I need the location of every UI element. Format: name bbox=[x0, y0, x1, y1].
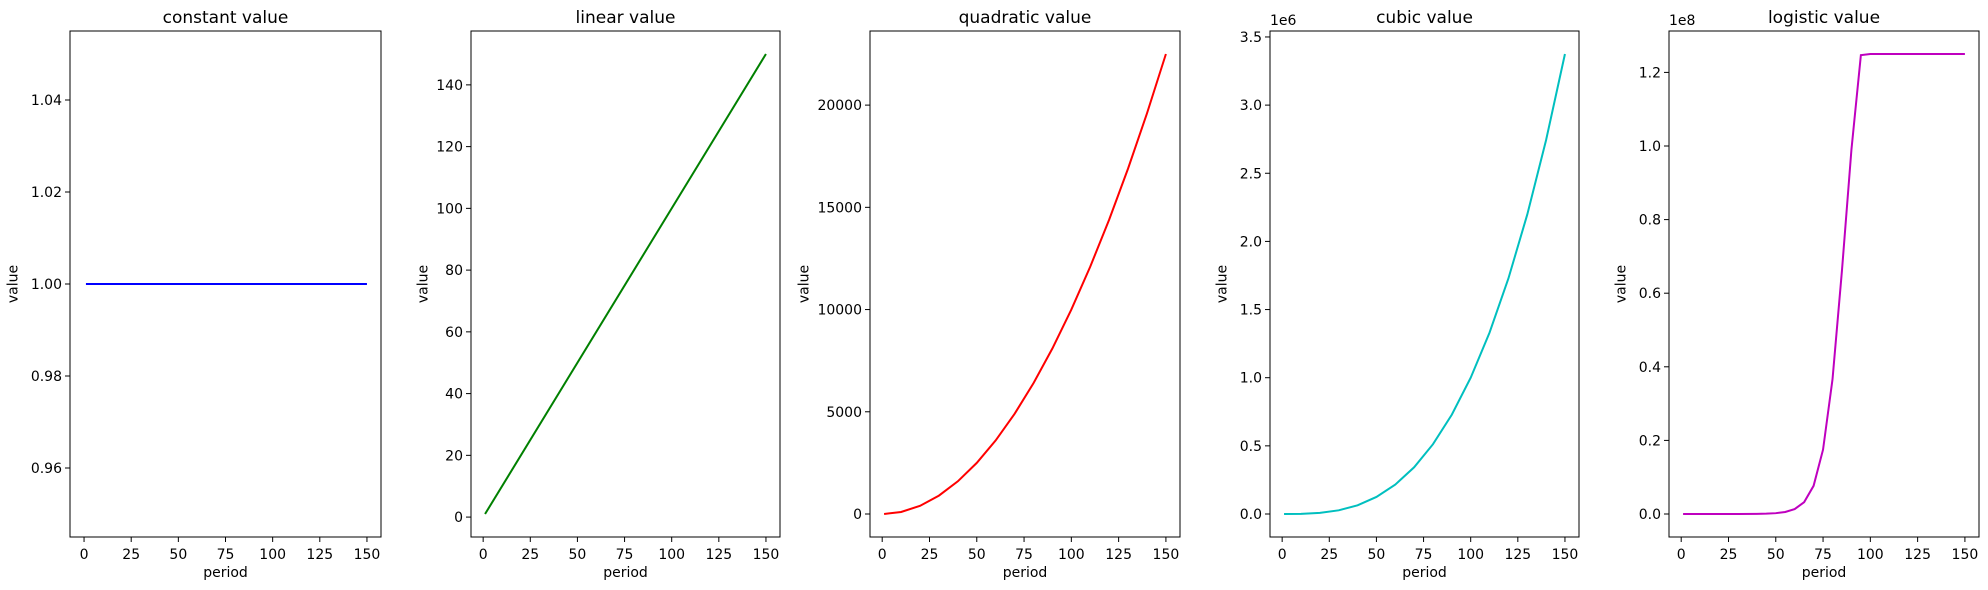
y-tick-label: 0.0 bbox=[1639, 507, 1661, 523]
y-tick-label: 0 bbox=[454, 510, 463, 526]
y-tick-label: 3.0 bbox=[1240, 98, 1262, 114]
plot-frame bbox=[869, 30, 1181, 538]
x-tick-label: 150 bbox=[753, 547, 780, 563]
subplot-5: 0 25 50 75 100 125 150 0.0 0.2 0.4 0.6 0.8 1.0 1.2 log… bbox=[1613, 8, 1980, 581]
x-tick-label: 75 bbox=[616, 547, 634, 563]
y-tick-label: 1.2 bbox=[1639, 65, 1661, 81]
subplot-1: 0 25 50 75 100 125 150 0.96 0.98 1.00 1.02 1.04 cons… bbox=[5, 8, 382, 581]
axis-offset-label: 1e6 bbox=[1270, 13, 1297, 29]
y-tick-label: 100 bbox=[436, 201, 463, 217]
y-axis-label: value bbox=[1613, 265, 1629, 303]
subplot-2: 0 25 50 75 100 125 150 0 20 40 60 80 100 120 140 linear… bbox=[415, 8, 781, 581]
y-tick-label: 1.0 bbox=[1639, 139, 1661, 155]
x-tick-label: 125 bbox=[1105, 547, 1132, 563]
y-axis-label: value bbox=[797, 265, 813, 303]
x-tick-label: 0 bbox=[1278, 547, 1287, 563]
y-tick-label: 0.96 bbox=[31, 461, 62, 477]
x-tick-label: 75 bbox=[217, 547, 235, 563]
x-tick-label: 125 bbox=[705, 547, 732, 563]
y-tick-label: 0.5 bbox=[1240, 439, 1262, 455]
y-tick-label: 20000 bbox=[817, 98, 862, 114]
x-tick-label: 125 bbox=[1904, 547, 1931, 563]
x-tick-label: 50 bbox=[569, 547, 587, 563]
subplot-4: 0 25 50 75 100 125 150 0.0 0.5 1.0 1.5 2.0 2.5 3.0 3.5… bbox=[1214, 8, 1580, 581]
series-line-2-1 bbox=[484, 53, 767, 515]
y-tick-label: 0.6 bbox=[1639, 286, 1661, 302]
x-tick-label: 50 bbox=[169, 547, 187, 563]
x-tick-label: 25 bbox=[1720, 547, 1738, 563]
x-tick-label: 0 bbox=[80, 547, 89, 563]
y-axis-label: value bbox=[415, 265, 431, 303]
y-tick-label: 0.8 bbox=[1639, 213, 1661, 229]
x-tick-label: 150 bbox=[354, 547, 381, 563]
y-tick-label: 0.0 bbox=[1240, 507, 1262, 523]
x-tick-label: 50 bbox=[1368, 547, 1386, 563]
y-tick-label: 0 bbox=[853, 507, 862, 523]
y-tick-label: 3.5 bbox=[1240, 30, 1262, 46]
x-tick-label: 150 bbox=[1952, 547, 1979, 563]
x-axis-label: period bbox=[1003, 565, 1048, 581]
plot-frame bbox=[470, 30, 781, 538]
y-tick-label: 40 bbox=[445, 387, 463, 403]
x-tick-label: 100 bbox=[1058, 547, 1085, 563]
x-axis-label: period bbox=[203, 565, 248, 581]
x-tick-label: 25 bbox=[1320, 547, 1338, 563]
series-line-5-1 bbox=[1683, 53, 1965, 515]
x-axis-label: period bbox=[603, 565, 648, 581]
subplot-3: 0 25 50 75 100 125 150 0 5000 10000 15000 20000 quad… bbox=[797, 8, 1181, 581]
x-tick-label: 125 bbox=[1504, 547, 1531, 563]
y-tick-label: 20 bbox=[445, 448, 463, 464]
x-tick-label: 100 bbox=[658, 547, 685, 563]
y-tick-label: 80 bbox=[445, 263, 463, 279]
y-tick-label: 15000 bbox=[817, 200, 862, 216]
y-tick-label: 0.4 bbox=[1639, 360, 1661, 376]
y-tick-label: 2.5 bbox=[1240, 166, 1262, 182]
y-axis-label: value bbox=[5, 265, 21, 303]
series-line-3-1 bbox=[883, 53, 1167, 515]
x-tick-label: 75 bbox=[1015, 547, 1033, 563]
series-line-4-1 bbox=[1284, 53, 1566, 515]
x-tick-label: 125 bbox=[306, 547, 333, 563]
y-tick-label: 0.2 bbox=[1639, 433, 1661, 449]
y-tick-label: 120 bbox=[436, 140, 463, 156]
chart-title: quadratic value bbox=[959, 8, 1092, 28]
x-tick-label: 50 bbox=[968, 547, 986, 563]
y-tick-label: 60 bbox=[445, 325, 463, 341]
x-tick-label: 50 bbox=[1767, 547, 1785, 563]
y-tick-label: 1.04 bbox=[31, 93, 62, 109]
y-tick-label: 0.98 bbox=[31, 369, 62, 385]
y-tick-label: 1.0 bbox=[1240, 371, 1262, 387]
x-axis-label: period bbox=[1402, 565, 1447, 581]
x-axis-label: period bbox=[1802, 565, 1847, 581]
y-tick-label: 10000 bbox=[817, 303, 862, 319]
chart-title: constant value bbox=[163, 8, 289, 28]
x-tick-label: 150 bbox=[1552, 547, 1579, 563]
y-axis-label: value bbox=[1214, 265, 1230, 303]
x-tick-label: 100 bbox=[259, 547, 286, 563]
x-tick-label: 25 bbox=[122, 547, 140, 563]
y-tick-label: 140 bbox=[436, 78, 463, 94]
x-tick-label: 25 bbox=[521, 547, 539, 563]
x-tick-label: 25 bbox=[921, 547, 939, 563]
x-tick-label: 75 bbox=[1415, 547, 1433, 563]
axis-offset-label: 1e8 bbox=[1669, 13, 1695, 29]
y-tick-label: 1.00 bbox=[31, 277, 62, 293]
x-tick-label: 0 bbox=[479, 547, 488, 563]
x-tick-label: 100 bbox=[1457, 547, 1484, 563]
chart-title: logistic value bbox=[1768, 8, 1880, 28]
y-tick-label: 5000 bbox=[826, 405, 862, 421]
chart-title: cubic value bbox=[1376, 8, 1473, 28]
plot-frame bbox=[1668, 30, 1980, 538]
x-tick-label: 75 bbox=[1814, 547, 1832, 563]
x-tick-label: 0 bbox=[878, 547, 887, 563]
y-tick-label: 1.5 bbox=[1240, 303, 1262, 319]
y-tick-label: 1.02 bbox=[31, 185, 62, 201]
y-tick-label: 2.0 bbox=[1240, 234, 1262, 250]
x-tick-label: 100 bbox=[1857, 547, 1884, 563]
x-tick-label: 0 bbox=[1677, 547, 1686, 563]
plot-frame bbox=[1269, 30, 1580, 538]
x-tick-label: 150 bbox=[1153, 547, 1180, 563]
chart-title: linear value bbox=[576, 8, 676, 28]
